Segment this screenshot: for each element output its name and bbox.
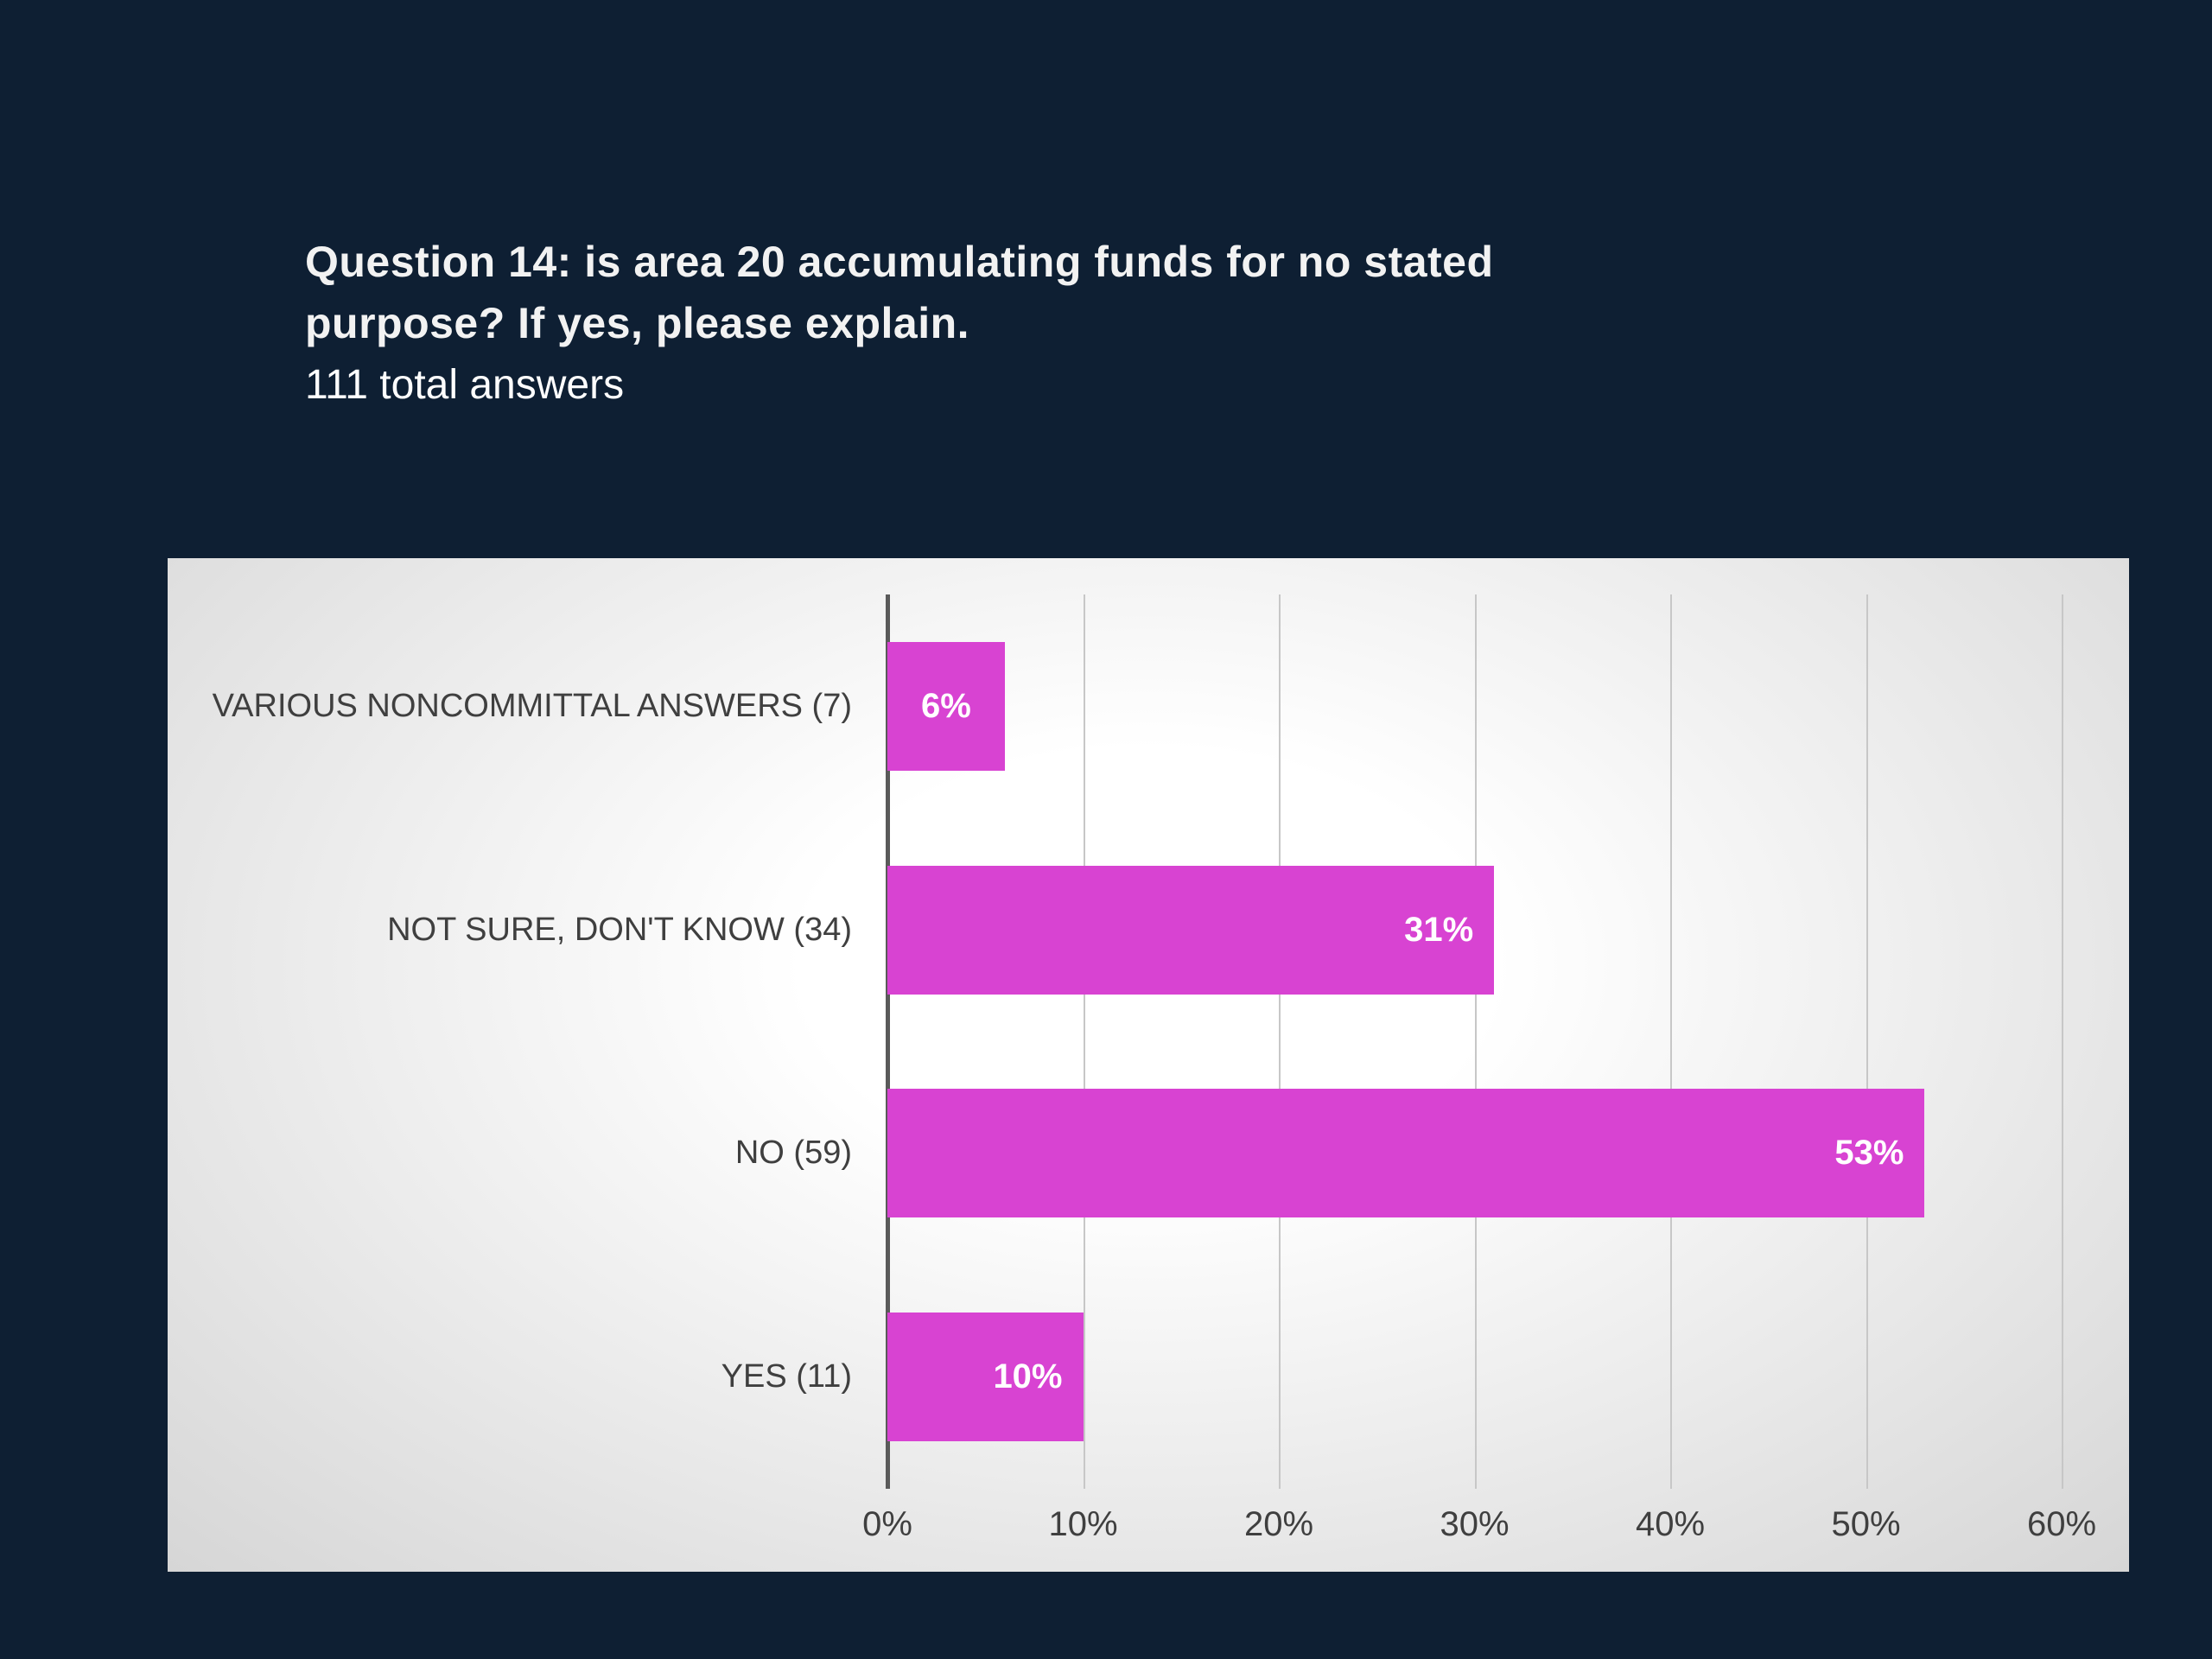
x-tick-label: 20% bbox=[1243, 1505, 1314, 1543]
y-axis-line bbox=[886, 594, 890, 1489]
gridline bbox=[1474, 594, 1477, 1489]
x-tick-label: 0% bbox=[862, 1505, 912, 1543]
bar: 53% bbox=[887, 1089, 1925, 1218]
bar-track: 31% bbox=[887, 865, 2062, 995]
category-label: VARIOUS NONCOMMITTAL ANSWERS (7) bbox=[212, 687, 852, 724]
bar: 10% bbox=[887, 1313, 1084, 1442]
gridline bbox=[1083, 594, 1085, 1489]
bar-row: NO (59) 53% bbox=[168, 1042, 2129, 1266]
gridline bbox=[1866, 594, 1868, 1489]
x-tick-label: 40% bbox=[1635, 1505, 1706, 1543]
slide-title-block: Question 14: is area 20 accumulating fun… bbox=[305, 232, 1494, 416]
bar-row: NOT SURE, DON'T KNOW (34) 31% bbox=[168, 818, 2129, 1042]
bar-value-label: 31% bbox=[1404, 910, 1474, 949]
category-label: YES (11) bbox=[721, 1358, 852, 1395]
bar-value-label: 6% bbox=[921, 686, 971, 725]
bar-rows: VARIOUS NONCOMMITTAL ANSWERS (7) 6% NOT SU… bbox=[168, 594, 2129, 1489]
bar-track: 10% bbox=[887, 1313, 2062, 1442]
bar-chart-panel: VARIOUS NONCOMMITTAL ANSWERS (7) 6% NOT SU… bbox=[168, 558, 2129, 1572]
bar: 6% bbox=[887, 641, 1005, 771]
gridline bbox=[2062, 594, 2063, 1489]
x-tick-label: 50% bbox=[1831, 1505, 1901, 1543]
plot-area bbox=[886, 594, 2063, 1489]
bar-track: 6% bbox=[887, 641, 2062, 771]
category-label: NO (59) bbox=[734, 1135, 852, 1172]
x-axis-tick-labels: 0% 10% 20% 30% 40% 50% 60% bbox=[862, 1505, 2096, 1557]
x-tick-label: 30% bbox=[1440, 1505, 1510, 1543]
x-tick-label: 10% bbox=[1048, 1505, 1118, 1543]
bar-track: 53% bbox=[887, 1089, 2062, 1218]
bar-row: VARIOUS NONCOMMITTAL ANSWERS (7) 6% bbox=[168, 594, 2129, 818]
slide-title-line-1: Question 14: is area 20 accumulating fun… bbox=[305, 238, 1494, 286]
slide-subtitle: 111 total answers bbox=[305, 362, 625, 408]
gridline bbox=[1279, 594, 1281, 1489]
bar-value-label: 10% bbox=[993, 1357, 1063, 1396]
bar-value-label: 53% bbox=[1834, 1134, 1904, 1173]
gridline bbox=[1670, 594, 1672, 1489]
bar-row: YES (11) 10% bbox=[168, 1265, 2129, 1489]
bar: 31% bbox=[887, 865, 1495, 995]
x-tick-label: 60% bbox=[2026, 1505, 2097, 1543]
slide-title-line-2: purpose? If yes, please explain. bbox=[305, 299, 970, 347]
category-label: NOT SURE, DON'T KNOW (34) bbox=[387, 911, 852, 948]
